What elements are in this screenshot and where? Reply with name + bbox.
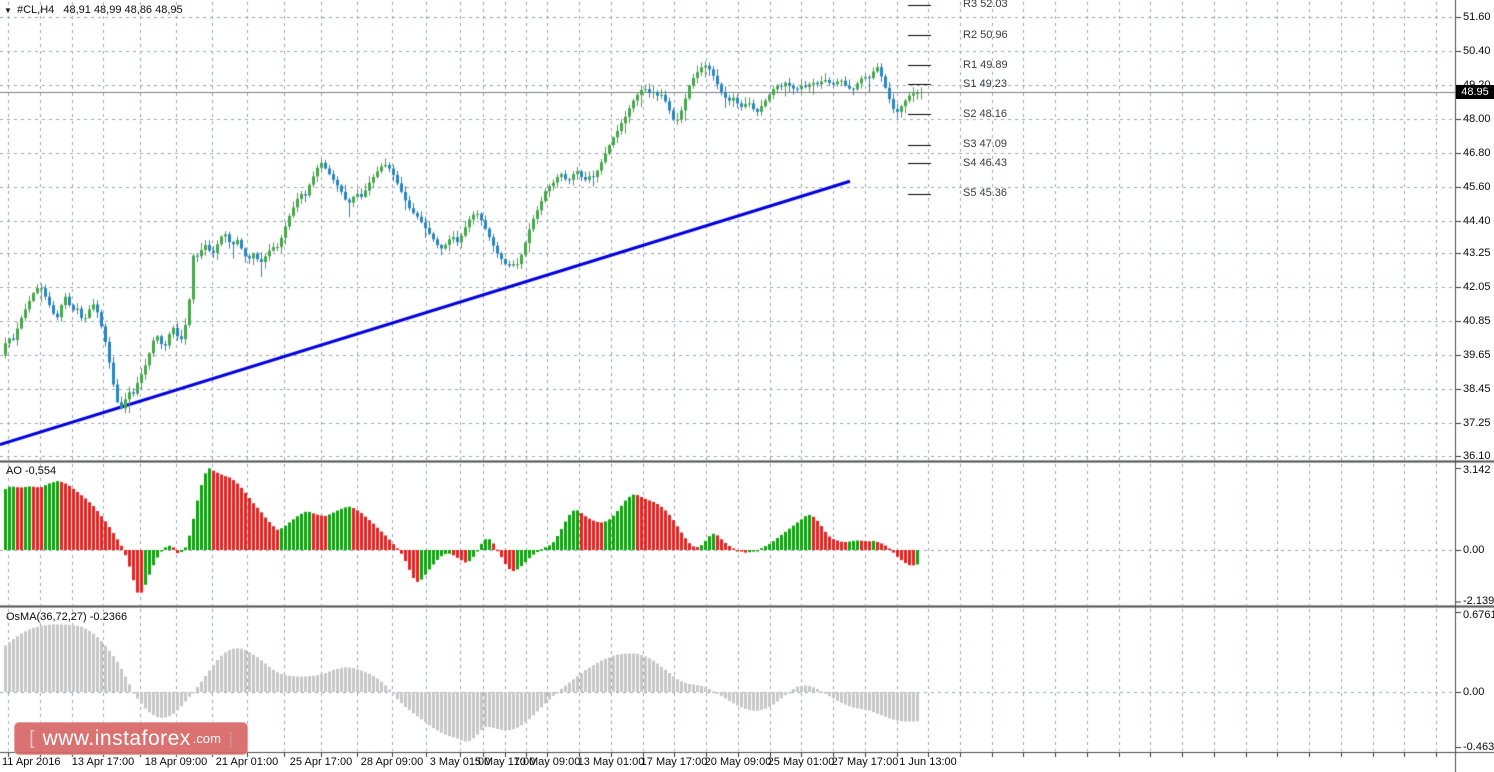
time-axis-label: 1 Jun 13:00 bbox=[899, 756, 957, 768]
time-axis-label: 21 Apr 01:00 bbox=[215, 756, 279, 768]
pivot-level-label: R2 50.96 bbox=[963, 28, 1008, 41]
watermark-bracket-right: ] bbox=[227, 728, 233, 748]
time-axis-label: 10 May 09:00 bbox=[513, 756, 581, 768]
pivot-level-label: R3 52.03 bbox=[963, 0, 1008, 11]
price-axis-label: 46.80 bbox=[1463, 146, 1491, 159]
price-axis-label: 51.60 bbox=[1463, 11, 1491, 23]
pivot-level-label: S4 46.43 bbox=[963, 156, 1008, 169]
time-axis-label: 17 May 17:00 bbox=[640, 756, 708, 768]
osma-axis-label: 0.6761 bbox=[1463, 609, 1494, 621]
price-axis-label: 38.45 bbox=[1463, 383, 1491, 396]
price-axis-label: 50.40 bbox=[1463, 44, 1491, 57]
price-axis-label: 36.10 bbox=[1463, 449, 1491, 462]
price-axis-label: 42.05 bbox=[1463, 281, 1491, 294]
pivot-level-label: S2 48.16 bbox=[963, 107, 1008, 120]
time-axis-label: 18 Apr 09:00 bbox=[144, 756, 208, 768]
osma-indicator-label: OsMA(36,72,27) -0.2366 bbox=[6, 611, 128, 623]
ao-axis-label: -2.139 bbox=[1463, 595, 1494, 607]
price-axis-label: 48.00 bbox=[1463, 112, 1491, 125]
chart-title: #CL,H4 48,91 48,99 48,86 48,95 bbox=[17, 4, 183, 16]
watermark-bracket-left: [ bbox=[29, 727, 35, 749]
time-axis-label: 25 May 01:00 bbox=[767, 756, 835, 768]
symbol-period-label: #CL,H4 bbox=[17, 4, 55, 16]
time-axis-label: 5 May 17:00 bbox=[474, 756, 536, 768]
time-axis-label: 25 Apr 17:00 bbox=[289, 756, 353, 768]
price-axis-label: 49.20 bbox=[1463, 78, 1491, 91]
time-axis-label: 11 Apr 2016 bbox=[2, 756, 61, 768]
instaforex-watermark: [ www.instaforex .com ] bbox=[14, 722, 248, 755]
ao-axis-label: 3.142 bbox=[1463, 464, 1491, 476]
time-axis-label: 20 May 09:00 bbox=[704, 756, 772, 768]
time-axis-label: 28 Apr 09:00 bbox=[360, 756, 424, 768]
ao-indicator-label: AO -0,554 bbox=[6, 465, 57, 477]
watermark-text: www.instaforex bbox=[42, 726, 191, 750]
pivot-level-label: S1 49.23 bbox=[963, 77, 1008, 90]
price-axis-label: 39.65 bbox=[1463, 349, 1491, 362]
price-axis-label: 43.25 bbox=[1463, 247, 1491, 260]
price-axis-label: 37.25 bbox=[1463, 417, 1491, 430]
time-axis-label: 13 May 01:00 bbox=[577, 756, 645, 768]
price-axis-label: 45.60 bbox=[1463, 180, 1491, 193]
watermark-suffix: .com bbox=[192, 731, 221, 746]
price-axis-label: 44.40 bbox=[1463, 214, 1491, 227]
ao-axis-label: 0.00 bbox=[1463, 544, 1485, 556]
symbol-dropdown-arrow-icon[interactable]: ▼ bbox=[4, 6, 12, 15]
price-axis-label: 40.85 bbox=[1463, 315, 1491, 328]
pivot-level-label: S5 45.36 bbox=[963, 187, 1008, 200]
pivot-level-label: R1 49.89 bbox=[963, 58, 1008, 71]
time-axis-label: 27 May 17:00 bbox=[831, 756, 899, 768]
time-axis-label: 13 Apr 17:00 bbox=[71, 756, 135, 768]
current-price-badge: 48.95 bbox=[1456, 85, 1494, 100]
ohlc-values: 48,91 48,99 48,86 48,95 bbox=[63, 4, 183, 16]
pivot-level-label: S3 47.09 bbox=[963, 138, 1008, 151]
osma-axis-label: 0.00 bbox=[1463, 686, 1485, 698]
osma-axis-label: -0.4636 bbox=[1463, 740, 1494, 753]
time-axis-label: 3 May 01:00 bbox=[429, 756, 491, 768]
